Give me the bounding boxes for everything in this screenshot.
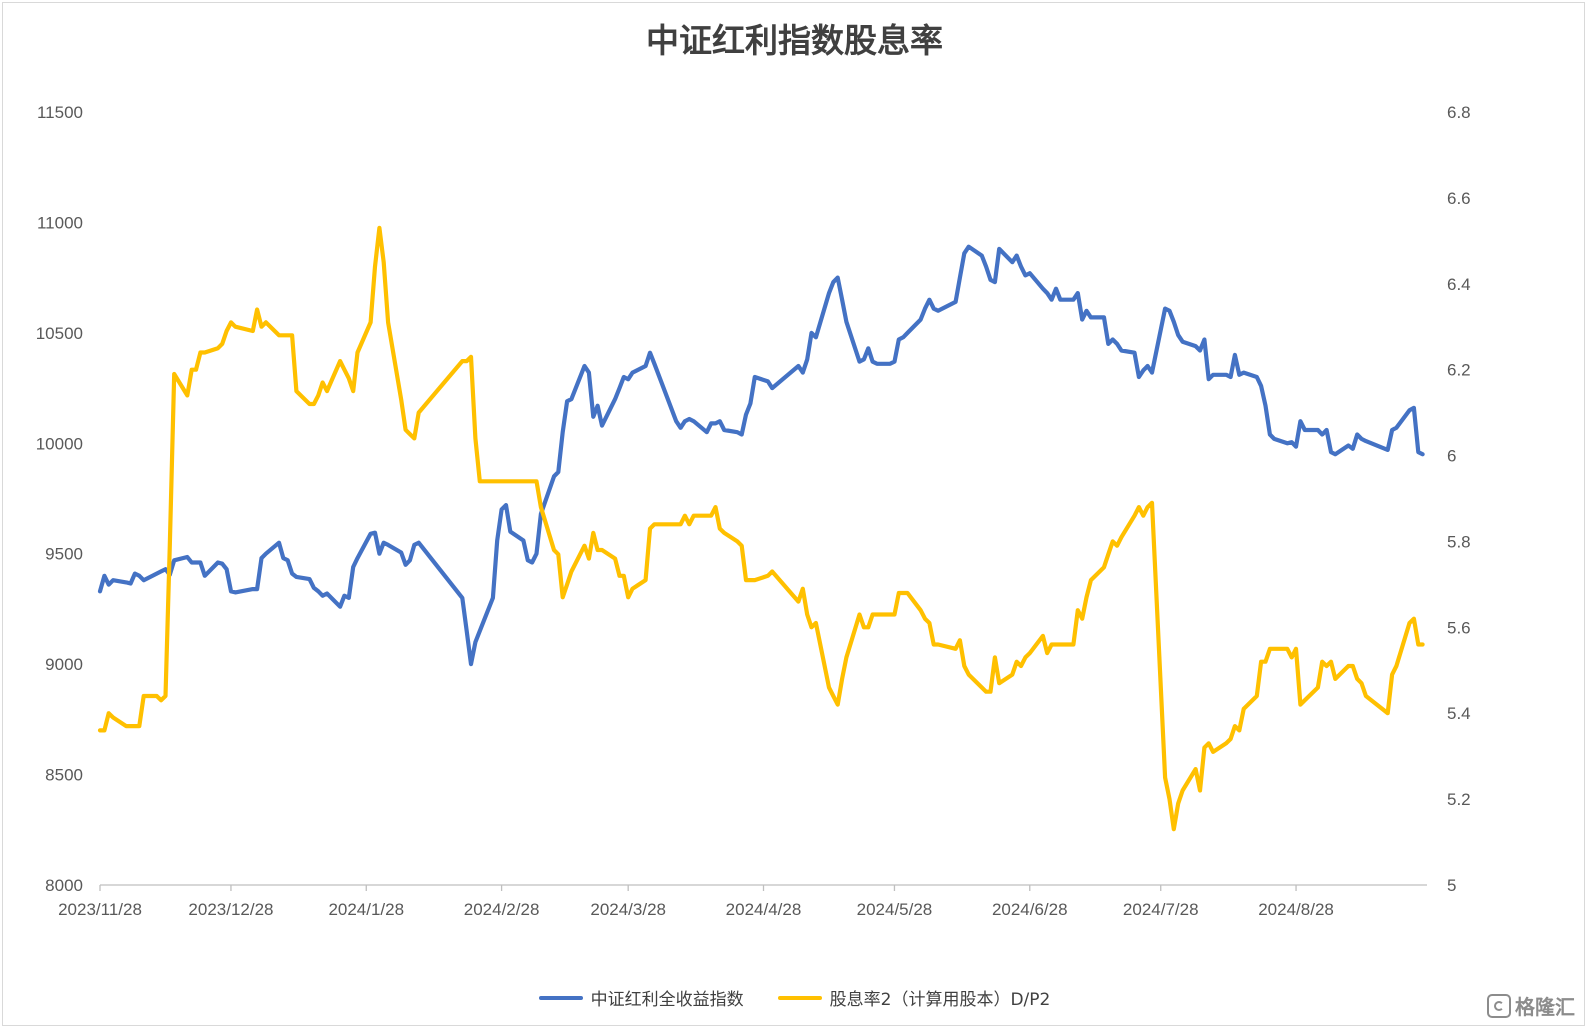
x-tick-label: 2024/8/28	[1258, 900, 1334, 919]
dividend-yield-series-line	[97, 225, 1425, 832]
legend-label-yield: 股息率2（计算用股本）D/P2	[829, 990, 1051, 1010]
y-left-tick-label: 11500	[37, 103, 83, 122]
y-left-tick-label: 10500	[36, 324, 83, 343]
y-right-tick-label: 5.2	[1447, 790, 1471, 809]
y-right-tick-label: 6.8	[1447, 103, 1471, 122]
y-left-tick-label: 11000	[37, 213, 83, 232]
y-left-tick-label: 10000	[36, 434, 83, 453]
legend-swatch-yield	[777, 995, 822, 1000]
legend-label-index: 中证红利全收益指数	[590, 990, 744, 1010]
y-left-tick-label: 8500	[45, 766, 83, 785]
x-tick-label: 2024/6/28	[992, 900, 1068, 919]
y-right-tick-label: 5.8	[1447, 532, 1471, 551]
x-tick-label: 2023/11/28	[58, 900, 142, 919]
index-series-line	[97, 244, 1425, 667]
y-right-tick-label: 6.6	[1447, 189, 1471, 208]
y-right-tick-label: 6.4	[1447, 275, 1471, 294]
legend-swatch-index	[538, 995, 583, 1000]
y-left-tick-label: 8000	[45, 876, 83, 895]
x-tick-label: 2024/5/28	[857, 900, 933, 919]
x-tick-label: 2024/2/28	[464, 900, 540, 919]
legend-item-yield: 股息率2（计算用股本）D/P2	[777, 985, 1051, 1010]
x-tick-label: 2023/12/28	[188, 900, 273, 919]
x-tick-label: 2024/1/28	[328, 900, 404, 919]
y-right-tick-label: 5	[1447, 876, 1456, 895]
y-right-tick-label: 6.2	[1447, 361, 1471, 380]
y-left-tick-label: 9000	[45, 655, 83, 674]
legend-item-index: 中证红利全收益指数	[538, 985, 744, 1010]
y-left-tick-label: 9500	[45, 545, 83, 564]
y-right-tick-label: 5.6	[1447, 618, 1471, 637]
x-tick-label: 2024/3/28	[590, 900, 666, 919]
chart-title: 中证红利指数股息率	[646, 21, 943, 60]
legend: 中证红利全收益指数 股息率2（计算用股本）D/P2	[0, 985, 1589, 1010]
y-right-tick-label: 6	[1447, 447, 1456, 466]
x-tick-label: 2024/4/28	[726, 900, 802, 919]
watermark-text: 格隆汇	[1515, 995, 1575, 1019]
watermark-logo-icon	[1487, 993, 1511, 1018]
x-tick-label: 2024/7/28	[1123, 900, 1199, 919]
watermark: 格隆汇	[1487, 991, 1575, 1020]
y-right-tick-label: 5.4	[1447, 704, 1471, 723]
